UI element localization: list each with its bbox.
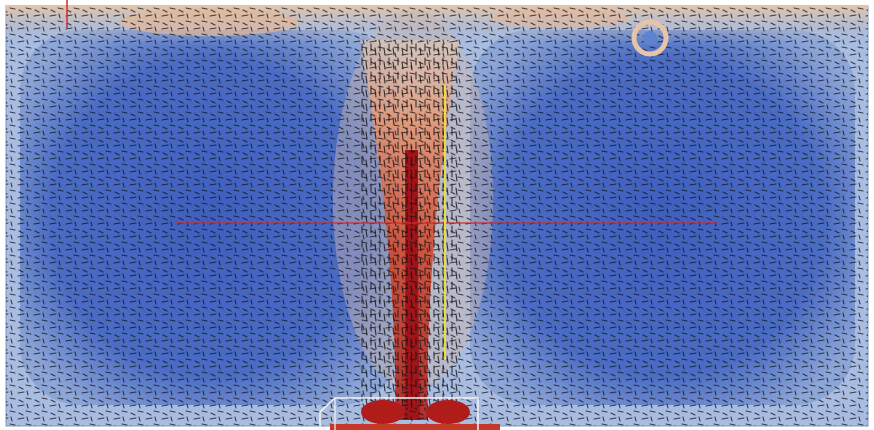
page — [0, 0, 874, 430]
heater — [361, 400, 405, 424]
heater — [426, 400, 470, 424]
flow-field — [0, 0, 874, 430]
eddy-core — [643, 31, 657, 45]
floor-heat — [330, 424, 500, 430]
